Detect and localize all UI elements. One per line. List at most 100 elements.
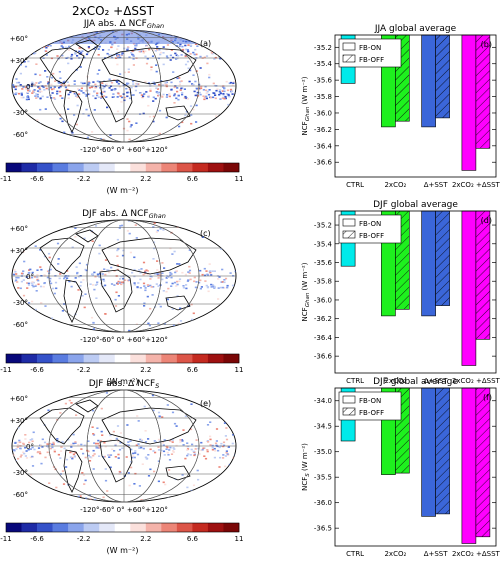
latitude-label: -60° [13, 321, 28, 329]
anomaly-cell [146, 270, 149, 272]
anomaly-cell [78, 262, 81, 265]
anomaly-cell [19, 287, 22, 290]
anomaly-cell [38, 42, 41, 44]
anomaly-cell [149, 88, 152, 90]
anomaly-cell [102, 49, 105, 51]
anomaly-cell [92, 81, 95, 83]
colorbar: -11 -6.6 -2.2 2.2 6.6 11(W m⁻²) [0, 162, 243, 195]
anomaly-cell [17, 243, 20, 246]
bar-fb-off-hatch [435, 211, 450, 306]
anomaly-cell [101, 434, 104, 436]
anomaly-cell [230, 33, 233, 35]
anomaly-cell [211, 446, 214, 449]
anomaly-cell [120, 96, 124, 99]
anomaly-cell [94, 86, 97, 89]
anomaly-cell [92, 321, 95, 324]
anomaly-cell [186, 449, 189, 451]
anomaly-cell [137, 420, 140, 422]
anomaly-cell [102, 91, 105, 93]
anomaly-cell [57, 82, 60, 84]
anomaly-cell [194, 286, 197, 289]
anomaly-cell [140, 94, 143, 96]
anomaly-cell [196, 89, 199, 91]
longitude-labels: -120°-60° 0° +60°+120° [80, 336, 168, 344]
anomaly-cell [57, 258, 60, 260]
anomaly-cell [199, 93, 202, 96]
anomaly-cell [131, 50, 134, 52]
anomaly-cell [185, 445, 188, 448]
anomaly-cell [58, 90, 62, 93]
anomaly-cell [116, 110, 120, 113]
anomaly-cell [47, 409, 50, 412]
anomaly-cell [209, 270, 212, 272]
anomaly-cell [74, 277, 77, 279]
anomaly-cell [83, 82, 86, 85]
anomaly-cell [133, 483, 136, 485]
anomaly-cell [232, 30, 235, 32]
anomaly-cell [233, 421, 236, 423]
panel-letter: (b) [481, 40, 492, 49]
anomaly-cell [17, 457, 20, 460]
anomaly-cell [226, 48, 229, 50]
anomaly-cell [203, 98, 206, 101]
anomaly-cell [26, 282, 29, 284]
anomaly-cell [145, 457, 148, 460]
anomaly-cell [225, 438, 229, 441]
latitude-label: -30° [13, 299, 28, 307]
anomaly-cell [52, 72, 55, 75]
anomaly-cell [37, 133, 41, 135]
y-axis-label: NCFGhan (W m⁻²) [301, 262, 311, 321]
anomaly-cell [44, 32, 47, 35]
anomaly-cell [152, 120, 155, 123]
colorbar-segment [114, 354, 131, 363]
anomaly-cell [140, 499, 143, 501]
anomaly-cell [81, 295, 84, 297]
anomaly-cell [49, 40, 52, 42]
anomaly-cell [218, 136, 221, 139]
anomaly-cell [168, 95, 171, 98]
anomaly-cell [31, 81, 34, 84]
anomaly-cell [117, 45, 120, 47]
anomaly-cell [27, 49, 30, 51]
colorbar-segment [130, 523, 147, 532]
anomaly-cell [194, 80, 197, 83]
x-tick-label: Δ+SST [424, 181, 449, 189]
anomaly-cell [97, 48, 100, 50]
anomaly-cell [200, 286, 203, 288]
anomaly-cell [28, 90, 31, 92]
anomaly-cell [187, 50, 190, 53]
anomaly-cell [70, 55, 73, 58]
anomaly-cell [62, 325, 65, 327]
anomaly-cell [97, 54, 100, 56]
y-tick-label: -35.8 [314, 278, 332, 286]
anomaly-cell [146, 57, 149, 60]
anomaly-cell [205, 92, 208, 95]
anomaly-cell [190, 114, 193, 116]
anomaly-cell [114, 444, 117, 447]
anomaly-cell [184, 95, 187, 98]
anomaly-cell [211, 270, 214, 272]
anomaly-cell [221, 286, 225, 289]
anomaly-cell [187, 453, 190, 455]
anomaly-cell [225, 451, 228, 454]
anomaly-cell [158, 132, 161, 135]
anomaly-cell [67, 84, 70, 87]
anomaly-cell [63, 276, 67, 278]
anomaly-cell [192, 74, 195, 76]
y-label-main: NCF [301, 307, 309, 321]
anomaly-cell [158, 83, 161, 86]
anomaly-cell [197, 478, 200, 481]
anomaly-cell [14, 93, 17, 96]
anomaly-cell [74, 52, 77, 55]
anomaly-cell [49, 277, 52, 280]
anomaly-cell [150, 286, 153, 288]
anomaly-cell [68, 45, 71, 48]
anomaly-cell [27, 84, 30, 87]
anomaly-cell [144, 441, 148, 443]
anomaly-cell [37, 86, 40, 88]
anomaly-cell [134, 452, 137, 454]
y-tick-label: -36.2 [314, 315, 332, 323]
anomaly-cell [134, 47, 137, 50]
anomaly-cell [34, 52, 37, 54]
anomaly-cell [149, 275, 152, 278]
